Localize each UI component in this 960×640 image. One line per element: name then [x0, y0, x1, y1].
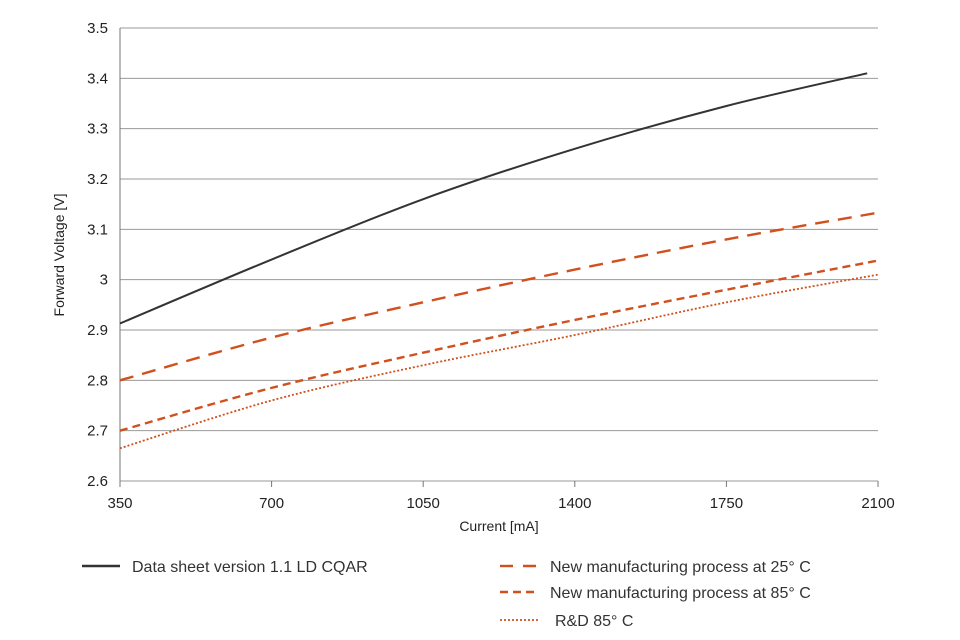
- series-line-0: [119, 72, 868, 325]
- legend-label: New manufacturing process at 85° C: [550, 585, 811, 602]
- x-tick-label: 1750: [710, 495, 743, 512]
- x-axis-ticks: 350 700 1050 1400 1750 2100: [107, 495, 894, 512]
- y-tick-label: 3.5: [87, 20, 108, 37]
- y-tick-label: 3.3: [87, 121, 108, 138]
- y-tick-label: 2.7: [87, 423, 108, 440]
- y-axis-label: Forward Voltage [V]: [51, 194, 67, 317]
- y-tick-label: 3: [100, 272, 108, 289]
- y-tick-label: 3.2: [87, 171, 108, 188]
- x-tick-label: 2100: [861, 495, 894, 512]
- legend: Data sheet version 1.1 LD CQAR New manufa…: [82, 559, 811, 630]
- x-tick-label: 1050: [407, 495, 440, 512]
- y-tick-label: 2.6: [87, 473, 108, 490]
- y-tick-label: 3.4: [87, 70, 108, 87]
- series-line-2: [119, 259, 879, 432]
- series-line-1: [119, 211, 879, 382]
- y-tick-label: 3.1: [87, 221, 108, 238]
- x-tick-label: 1400: [558, 495, 591, 512]
- x-tick-label: 350: [107, 495, 132, 512]
- series-lines: [119, 72, 879, 450]
- x-tick-label: 700: [259, 495, 284, 512]
- y-tick-label: 2.8: [87, 372, 108, 389]
- series-line-3: [119, 273, 879, 450]
- y-tick-label: 2.9: [87, 322, 108, 339]
- legend-label: Data sheet version 1.1 LD CQAR: [132, 559, 368, 576]
- legend-label: New manufacturing process at 25° C: [550, 559, 811, 576]
- y-axis-ticks: 2.6 2.7 2.8 2.9 3 3.1 3.2 3.3 3.4 3.5: [87, 20, 108, 490]
- legend-label: R&D 85° C: [555, 613, 633, 630]
- grid: [119, 27, 879, 487]
- x-axis-label: Current [mA]: [459, 518, 538, 534]
